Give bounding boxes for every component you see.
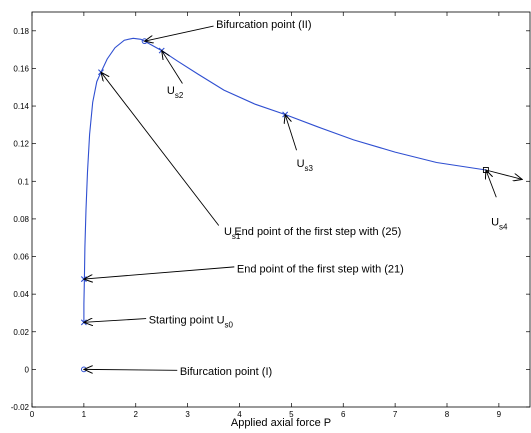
plot-area: [31, 11, 531, 408]
x-axis-label: Applied axial force P: [231, 417, 331, 429]
x-tick-label: 0: [30, 410, 35, 419]
series-line: [83, 37, 486, 323]
y-tick-label: 0.06: [13, 253, 29, 262]
annotation-label: Bifurcation point (II): [216, 19, 311, 31]
y-tick-label: 0.1: [18, 177, 30, 186]
y-tick-label: -0.02: [11, 403, 30, 412]
annotation-arrow: [84, 369, 178, 370]
annotation-arrow: [145, 25, 214, 41]
annotation-arrow: [101, 72, 220, 226]
annotation-arrow: [162, 51, 183, 84]
x-tick-label: 6: [341, 410, 346, 419]
y-tick-label: 0.14: [13, 102, 29, 111]
annotation-arrow: [84, 319, 147, 323]
x-tick-label: 5: [289, 410, 294, 419]
annotation-arrow: [486, 170, 497, 198]
y-tick-label: 0.02: [13, 328, 29, 337]
annotation-label: Starting point Us0: [149, 314, 234, 329]
annotation-label: Bifurcation point (I): [180, 366, 272, 378]
annotation-arrow: [285, 115, 297, 151]
x-tick-label: 3: [185, 410, 190, 419]
y-tick-label: 0.12: [13, 140, 29, 149]
y-tick-label: 0.18: [13, 27, 29, 36]
x-tick-label: 1: [82, 410, 87, 419]
x-tick-label: 9: [497, 410, 502, 419]
x-tick-label: 7: [393, 410, 398, 419]
x-tick-label: 2: [134, 410, 139, 419]
axis-ticks: 0 1 2 3 4 5 6 7 8 9-0.0200.020.040.060.080.10.120…: [11, 12, 530, 419]
annotation-arrow: [84, 266, 235, 279]
y-tick-label: 0: [25, 365, 30, 374]
x-tick-label: 8: [445, 410, 450, 419]
y-tick-label: 0.08: [13, 215, 29, 224]
y-tick-label: 0.16: [13, 64, 29, 73]
annotation-label: End point of the first step with (21): [237, 264, 404, 276]
y-tick-label: 0.04: [13, 290, 29, 299]
x-tick-label: 4: [237, 410, 242, 419]
annotation-label: End point of the first step with (25): [234, 226, 401, 238]
